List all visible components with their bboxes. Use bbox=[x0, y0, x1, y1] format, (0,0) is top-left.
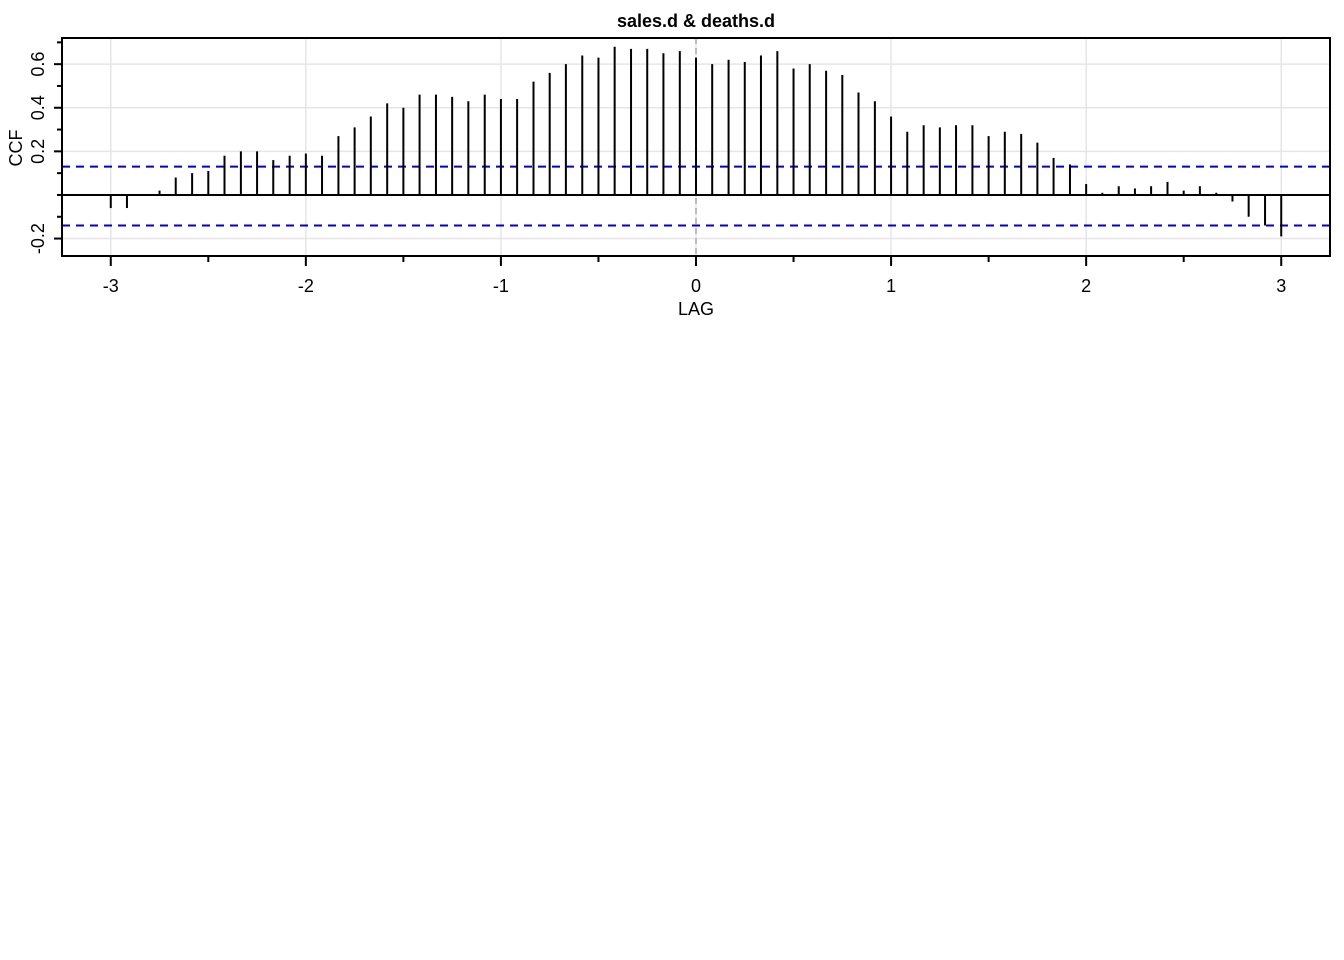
y-tick-label: 0.2 bbox=[28, 139, 48, 164]
x-tick-label: 1 bbox=[886, 276, 896, 296]
x-axis-label: LAG bbox=[678, 299, 714, 319]
ccf-chart-svg: -3 -2 -1 0 1 2 3 -0.2 0.2 0.4 0.6 sales.d & death… bbox=[6, 11, 1331, 319]
y-tick-label: -0.2 bbox=[28, 223, 48, 254]
x-axis: -3 -2 -1 0 1 2 3 bbox=[103, 256, 1286, 296]
ccf-chart: -3 -2 -1 0 1 2 3 -0.2 0.2 0.4 0.6 sales.d & death… bbox=[0, 0, 1344, 330]
y-tick-label: 0.4 bbox=[28, 95, 48, 120]
x-tick-label: -3 bbox=[103, 276, 119, 296]
y-axis-label: CCF bbox=[6, 130, 26, 167]
x-tick-label: 2 bbox=[1081, 276, 1091, 296]
ccf-stems bbox=[109, 46, 1283, 237]
x-tick-label: -2 bbox=[298, 276, 314, 296]
chart-title: sales.d & deaths.d bbox=[617, 11, 775, 31]
x-tick-label: -1 bbox=[493, 276, 509, 296]
x-tick-label: 3 bbox=[1276, 276, 1286, 296]
y-axis: -0.2 0.2 0.4 0.6 bbox=[28, 41, 62, 254]
x-tick-label: 0 bbox=[691, 276, 701, 296]
y-tick-label: 0.6 bbox=[28, 52, 48, 77]
